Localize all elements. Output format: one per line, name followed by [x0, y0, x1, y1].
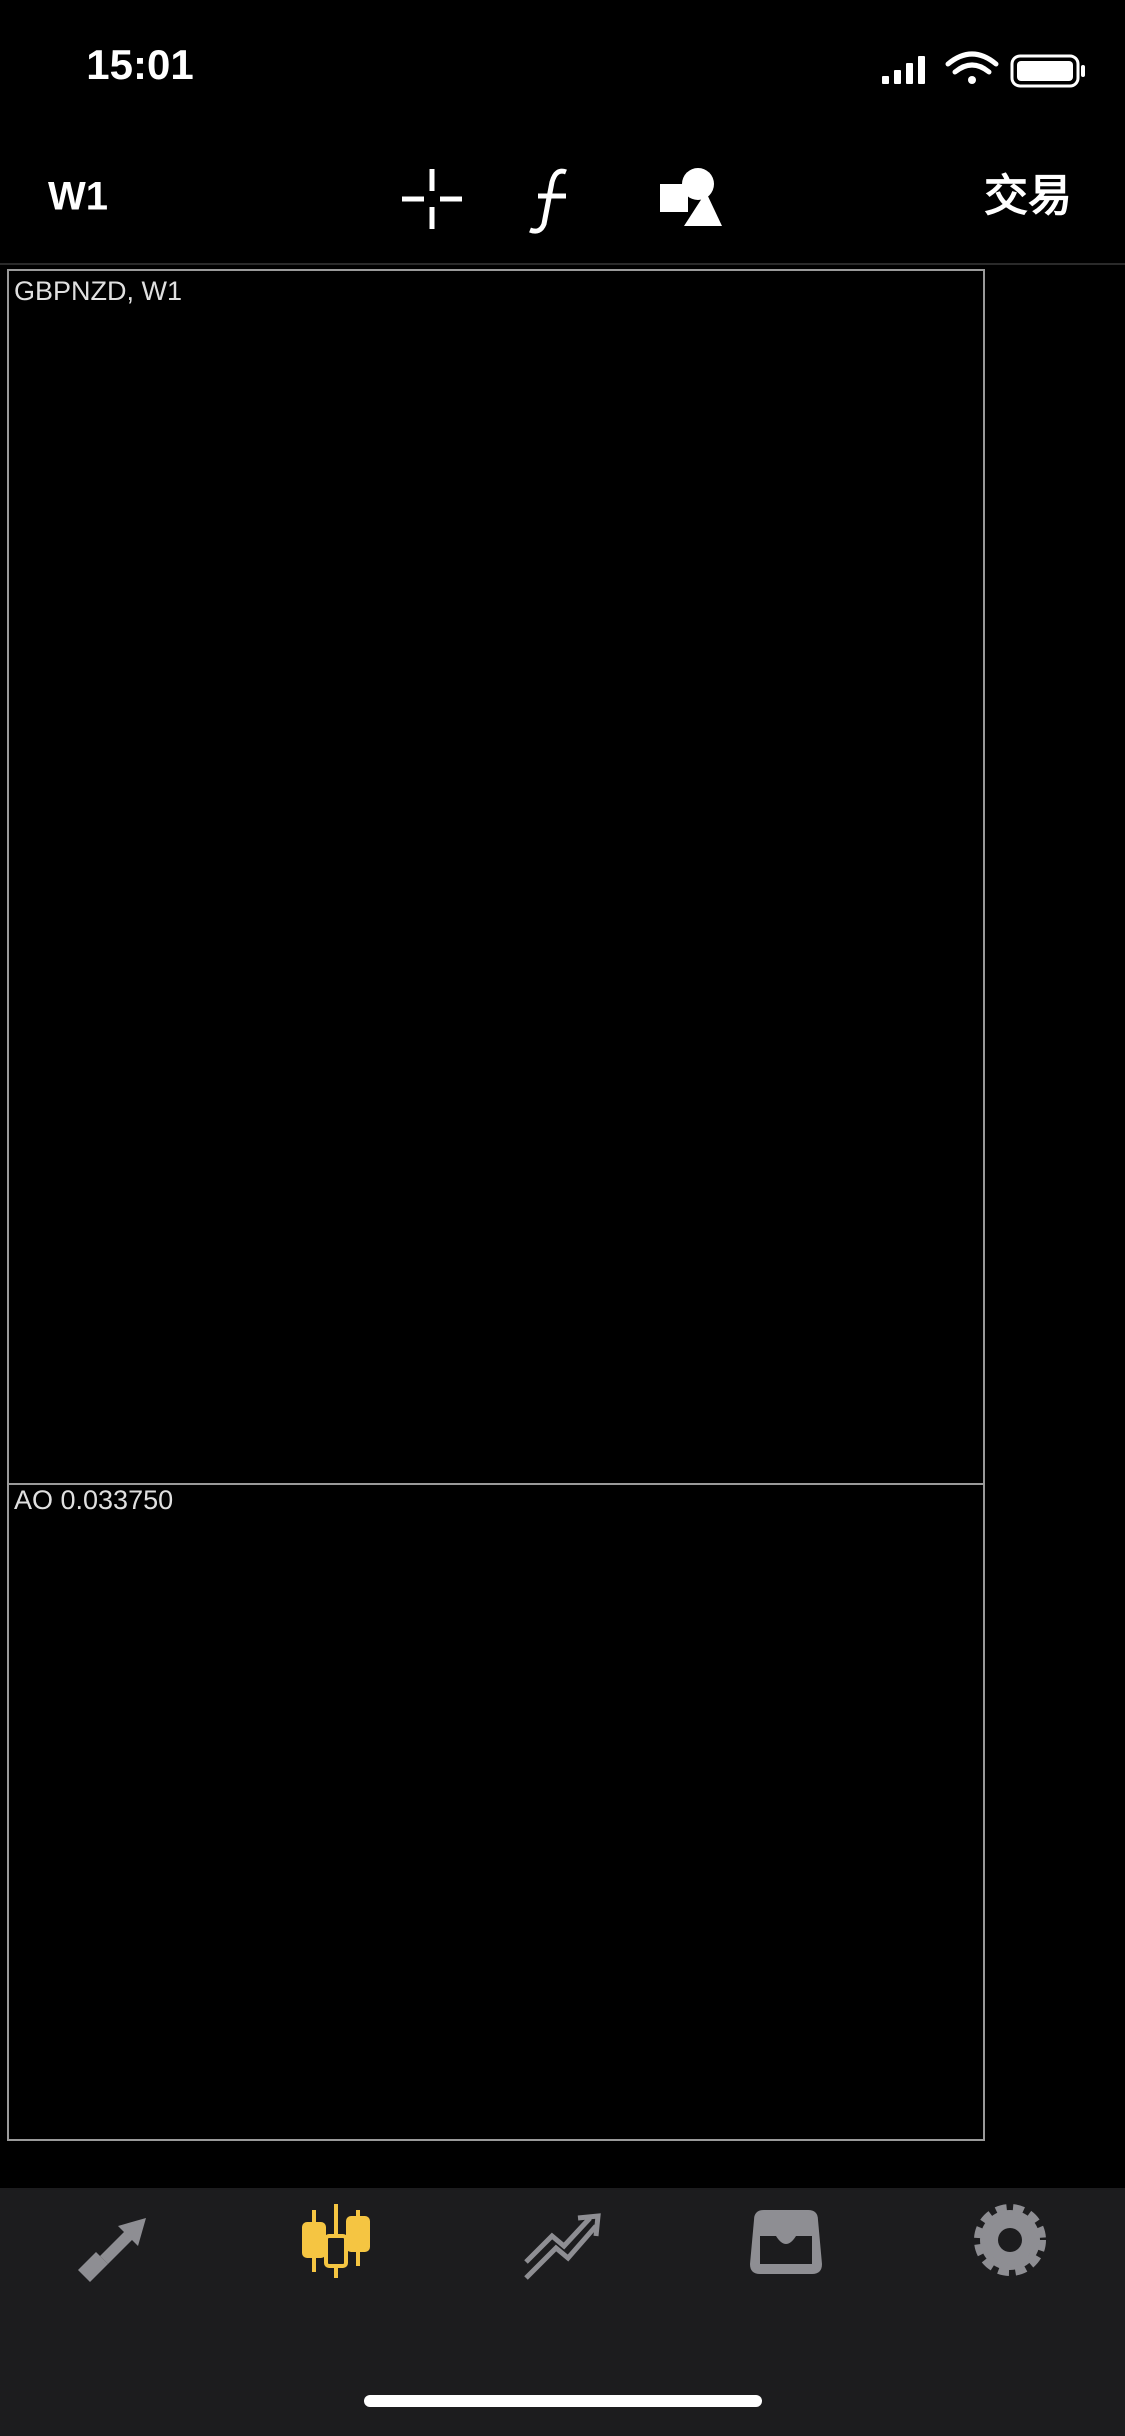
trade-button[interactable]: 交易	[984, 172, 1072, 221]
status-time: 15:01	[86, 41, 193, 88]
tab-icon-chart[interactable]	[302, 2204, 370, 2278]
tab-icon-history[interactable]	[750, 2210, 822, 2274]
wifi-icon	[945, 51, 999, 84]
indicators-button[interactable]	[529, 168, 567, 234]
ao-pane-frame	[7, 1483, 985, 2141]
tab-icon-settings[interactable]	[974, 2204, 1046, 2276]
battery-icon	[1010, 54, 1085, 88]
tab-icon-quotes[interactable]	[78, 2218, 146, 2282]
chart-title: GBPNZD, W1	[14, 276, 182, 306]
timeframe-button[interactable]: W1	[48, 175, 108, 219]
ao-title: AO 0.033750	[14, 1485, 173, 1515]
home-indicator	[364, 2395, 762, 2407]
crosshair-button[interactable]	[402, 169, 462, 229]
tab-bar	[0, 2188, 1125, 2436]
signal-icon	[882, 56, 925, 84]
objects-button[interactable]	[660, 168, 722, 226]
tab-icon-trade[interactable]	[524, 2213, 601, 2280]
